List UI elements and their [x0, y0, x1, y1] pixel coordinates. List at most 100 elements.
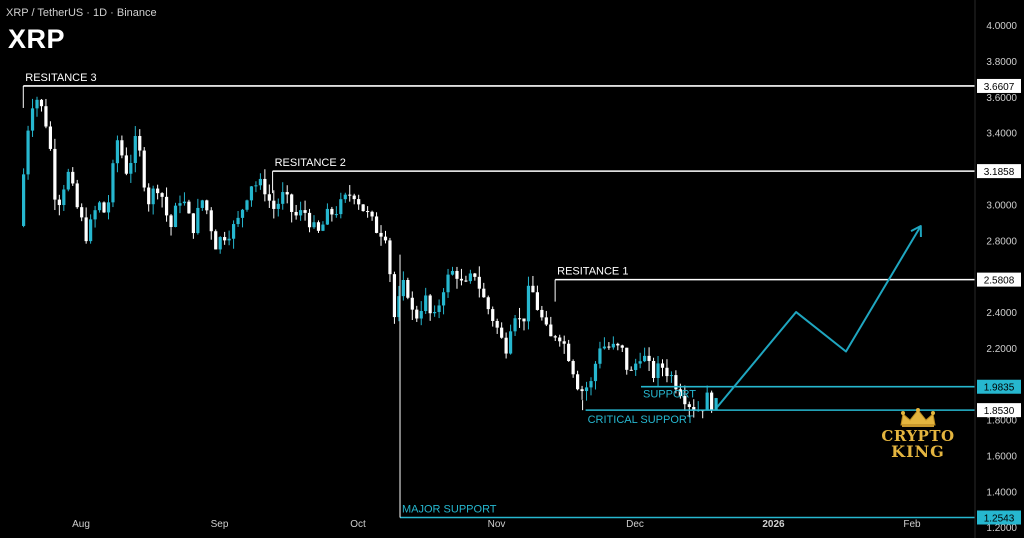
candle-body: [312, 222, 316, 228]
candle-body: [84, 217, 88, 242]
candle-body: [616, 343, 620, 346]
candle-body: [97, 202, 102, 211]
critical-support-badge-text: 1.8530: [984, 406, 1015, 417]
candle-body: [325, 208, 330, 225]
candle-body: [428, 295, 432, 314]
resistance-2-badge-text: 3.1858: [984, 167, 1015, 178]
candle-body: [93, 210, 97, 220]
candle-body: [625, 347, 629, 370]
candle-body: [245, 200, 249, 210]
candle-body: [218, 237, 222, 250]
candle-body: [665, 367, 669, 377]
candle-body: [710, 392, 714, 410]
y-tick-label: 3.0000: [986, 200, 1017, 211]
candle-body: [254, 185, 258, 187]
candle-body: [620, 345, 624, 348]
candle-body: [517, 318, 522, 320]
candle-body: [549, 324, 553, 337]
x-tick-label: Sep: [211, 519, 229, 530]
support-label: SUPPORT: [643, 389, 696, 401]
candle-body: [138, 136, 142, 151]
candle-body: [173, 205, 178, 228]
candle-body: [196, 207, 200, 234]
candle-body: [142, 150, 146, 188]
candle-body: [272, 200, 276, 209]
candle-body: [102, 202, 106, 213]
candle-body: [352, 195, 356, 200]
candle-body: [26, 130, 30, 175]
y-tick-label: 3.4000: [986, 129, 1017, 140]
candle-body: [258, 178, 262, 186]
candle-body: [459, 278, 464, 281]
resistance-1-badge: [977, 272, 1021, 287]
candle-body: [388, 240, 392, 275]
candle-body: [147, 187, 151, 205]
y-tick-label: 1.6000: [986, 452, 1017, 463]
resistance-1-badge-text: 2.5808: [984, 276, 1015, 287]
time-axis[interactable]: Aug Sep Oct Nov Dec 2026 Feb: [72, 519, 921, 530]
candle-body: [651, 360, 656, 378]
x-tick-label: 2026: [762, 519, 785, 530]
candle-body: [450, 270, 455, 275]
candle-body: [22, 174, 26, 226]
candle-body: [169, 215, 173, 228]
candle-body: [415, 309, 419, 319]
candle-body: [48, 126, 53, 149]
x-tick-label: Feb: [903, 519, 921, 530]
resistance-3-badge-text: 3.6607: [984, 82, 1015, 93]
candle-body: [187, 201, 191, 214]
candle-body: [307, 212, 312, 228]
logo-line2: KING: [891, 442, 945, 461]
resistance-3-badge: [977, 78, 1021, 93]
candle-body: [285, 192, 289, 195]
candle-body: [330, 208, 334, 215]
y-tick-label: 3.6000: [986, 93, 1017, 104]
candle-body: [343, 194, 347, 200]
candle-body: [593, 363, 598, 382]
logo-line1: CRYPTO: [881, 427, 955, 445]
candle-body: [227, 238, 231, 241]
candle-body: [522, 318, 526, 322]
candle-body: [656, 363, 660, 378]
candle-body: [513, 318, 517, 332]
candle-body: [209, 210, 213, 232]
candle-body: [164, 196, 169, 216]
candle-body: [281, 192, 285, 204]
candle-body: [299, 210, 303, 216]
candle-body: [634, 363, 638, 371]
candle-body: [629, 369, 633, 371]
candle-body: [339, 199, 343, 215]
candle-body: [160, 193, 164, 197]
candle-body: [71, 171, 75, 184]
candle-body: [455, 270, 459, 279]
candle-body: [401, 280, 405, 297]
candle-body: [602, 346, 607, 349]
candle-body: [531, 285, 535, 293]
projection-path: [716, 225, 922, 408]
candle-body: [200, 200, 204, 208]
support-badge-text: 1.9835: [984, 383, 1015, 394]
candle-body: [120, 140, 124, 156]
candle-body: [424, 295, 428, 311]
price-badges: 3.6607 3.1858 2.5808 1.9835 1.8530 1.2543: [977, 78, 1021, 525]
candle-body: [464, 280, 468, 282]
candle-body: [647, 355, 651, 361]
candle-body: [558, 337, 562, 342]
y-tick-label: 1.2000: [986, 523, 1017, 534]
major-support-badge: [977, 510, 1021, 525]
candle-body: [669, 375, 674, 377]
candle-body: [366, 211, 370, 213]
candle-body: [156, 188, 160, 194]
candle-body: [191, 213, 195, 234]
y-tick-label: 3.8000: [986, 57, 1017, 68]
candle-body: [379, 232, 383, 237]
candle-body: [643, 355, 647, 362]
candle-body: [410, 297, 414, 310]
candle-body: [240, 209, 245, 218]
candle-body: [106, 202, 111, 213]
resistance-2-badge: [977, 164, 1021, 179]
candle-body: [491, 309, 495, 321]
candle-body: [321, 224, 325, 231]
